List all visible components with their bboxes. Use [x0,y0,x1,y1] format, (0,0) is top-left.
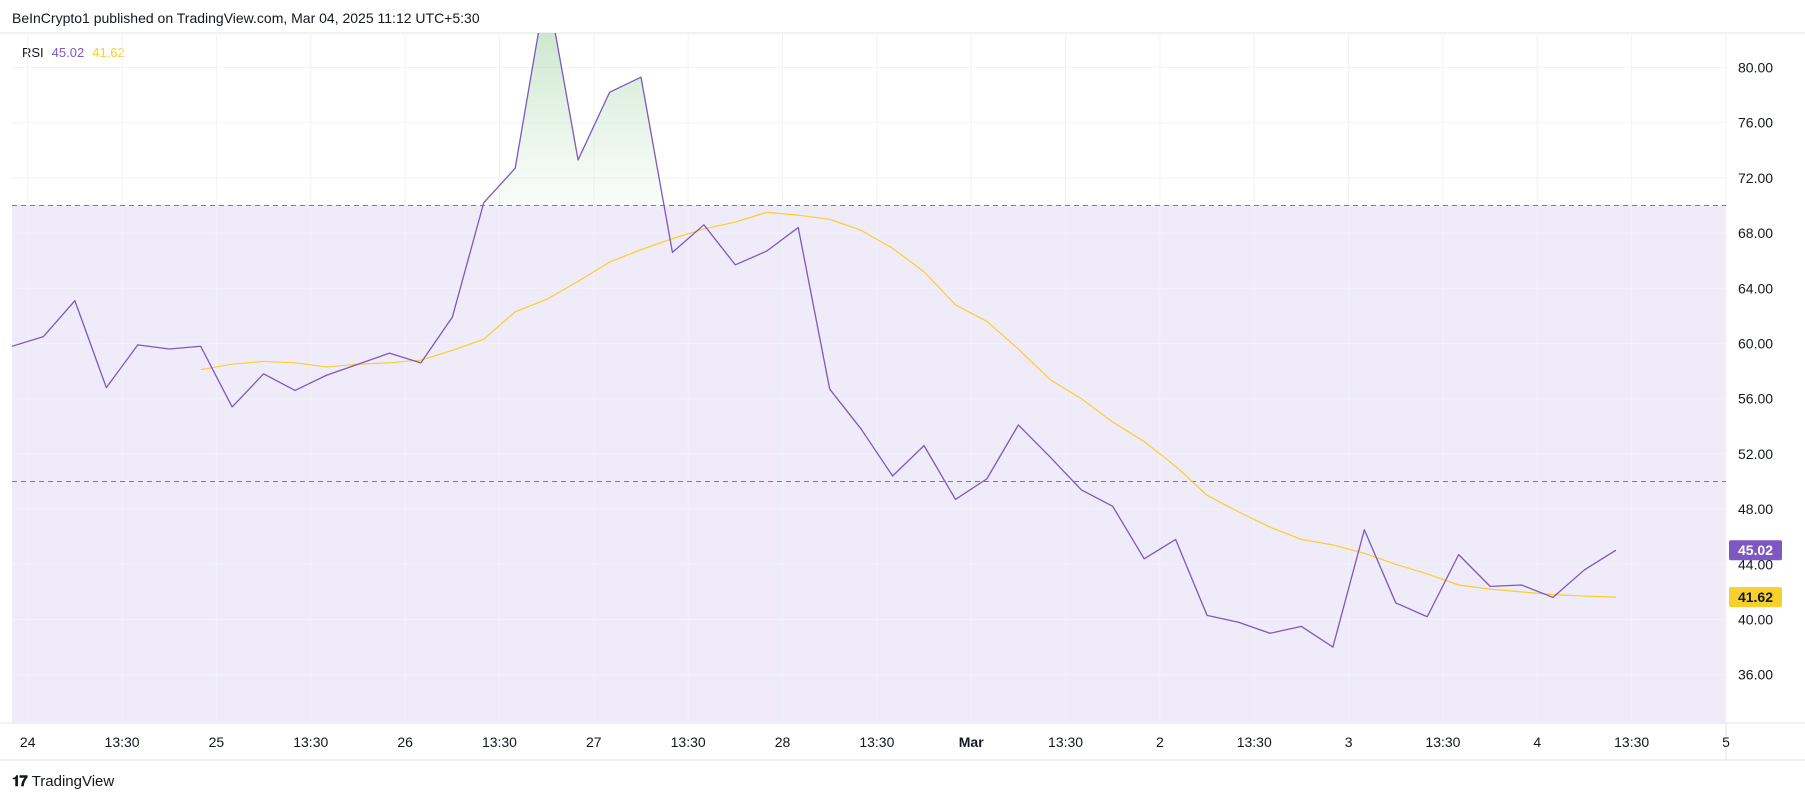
y-tick-label: 40.00 [1738,612,1773,628]
legend-rsi-value: 45.02 [51,45,85,60]
rsi-value-badge: 45.02 [1738,542,1773,558]
x-tick-label: 5 [1722,734,1730,750]
tradingview-logo-icon: 𝟏𝟕 [12,773,28,790]
x-tick-label: Mar [959,734,984,750]
rsi-line [12,33,1617,648]
x-tick-label: 27 [586,734,602,750]
x-tick-label: 4 [1533,734,1541,750]
footer-brand: 𝟏𝟕 TradingView [12,773,114,790]
footer-brand-label: TradingView [31,773,115,790]
y-tick-label: 36.00 [1738,667,1773,683]
x-tick-label: 13:30 [671,734,706,750]
x-tick-label: 13:30 [1425,734,1460,750]
legend-ma-value: 41.62 [92,45,125,60]
y-tick-label: 76.00 [1738,115,1773,131]
x-tick-label: 26 [397,734,413,750]
y-tick-label: 56.00 [1738,391,1773,407]
x-tick-label: 3 [1345,734,1353,750]
ma-value-badge: 41.62 [1738,589,1773,605]
x-tick-label: 13:30 [859,734,894,750]
x-tick-label: 2 [1156,734,1164,750]
rsi-band-background [12,205,1726,723]
y-tick-label: 52.00 [1738,446,1773,462]
x-tick-label: 13:30 [1048,734,1083,750]
y-tick-label: 72.00 [1738,170,1773,186]
rsi-value-badge-background [1729,540,1782,561]
rsi-ma-line [200,211,1616,598]
y-tick-label: 44.00 [1738,556,1773,572]
x-tick-label: 13:30 [482,734,517,750]
x-tick-label: 13:30 [105,734,140,750]
x-tick-label: 28 [775,734,791,750]
x-tick-label: 13:30 [1237,734,1272,750]
x-tick-label: 13:30 [1614,734,1649,750]
ma-value-badge-background [1729,587,1782,608]
x-tick-label: 13:30 [293,734,328,750]
x-tick-label: 24 [20,734,36,750]
y-tick-label: 80.00 [1738,60,1773,76]
overbought-fill [482,33,665,206]
publish-caption: BeInCrypto1 published on TradingView.com… [12,10,480,26]
y-tick-label: 60.00 [1738,336,1773,352]
y-tick-label: 68.00 [1738,225,1773,241]
y-tick-label: 64.00 [1738,280,1773,296]
y-tick-label: 48.00 [1738,501,1773,517]
x-tick-label: 25 [209,734,225,750]
